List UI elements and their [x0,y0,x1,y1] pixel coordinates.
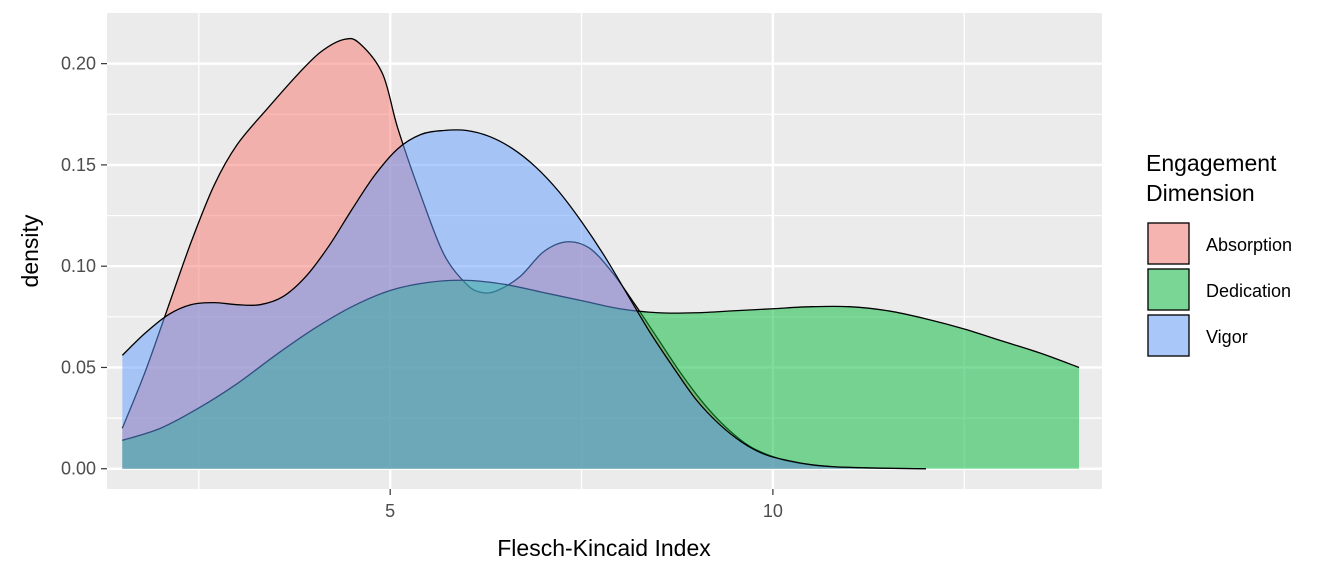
y-tick-label: 0.15 [61,155,96,175]
legend-key-absorption [1147,222,1190,265]
y-tick-label: 0.10 [61,256,96,276]
density-areas [121,37,1080,470]
y-tick-label: 0.05 [61,357,96,377]
y-tick-label: 0.20 [61,54,96,74]
legend-label-vigor: Vigor [1206,327,1248,347]
y-axis: 0.00 0.05 0.10 0.15 0.20 [61,54,107,479]
y-axis-title: density [17,214,43,287]
density-outline-vigor [121,129,926,470]
y-tick-label: 0.00 [61,459,96,479]
legend-label-dedication: Dedication [1206,281,1291,301]
legend-key-vigor [1147,314,1190,357]
legend: Engagement Dimension Absorption Dedicatio… [1146,150,1292,357]
x-tick-label: 5 [385,501,395,521]
x-tick-label: 10 [763,501,783,521]
legend-label-absorption: Absorption [1206,235,1292,255]
legend-key-dedication [1147,268,1190,311]
x-axis: 5 10 [385,489,783,521]
x-axis-title: Flesch-Kincaid Index [497,535,711,561]
legend-title-line-1: Engagement [1146,150,1277,176]
legend-title-line-2: Dimension [1146,180,1255,206]
density-area-vigor [122,129,926,469]
